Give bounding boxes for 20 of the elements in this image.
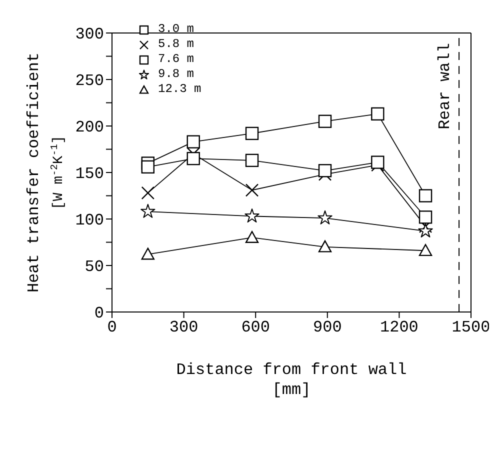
x-tick-label: 1500 (452, 318, 490, 336)
x-tick-label: 1200 (380, 318, 418, 336)
legend-label: 12.3 m (158, 82, 202, 97)
x-tick-label: 600 (241, 318, 270, 336)
y-tick-label: 150 (75, 165, 104, 184)
y-tick-label: 300 (75, 26, 104, 44)
legend-label: 5.8 m (158, 37, 194, 52)
y-tick-label: 100 (75, 212, 104, 230)
x-tick-label: 900 (312, 318, 342, 336)
ref-line-label: Rear wall (436, 43, 454, 130)
legend-label: 9.8 m (158, 67, 194, 82)
y-tick-label: 250 (75, 72, 104, 90)
legend-label: 3.0 m (158, 22, 194, 37)
y-tick-label: 0 (94, 304, 104, 323)
y-tick-label: 200 (75, 118, 104, 137)
legend-label: 7.6 m (158, 52, 194, 67)
x-tick-label: 0 (107, 318, 117, 336)
x-tick-label: 300 (169, 318, 198, 336)
y-tick-label: 50 (84, 258, 104, 276)
x-axis-title: Distance from front wall [mm] (176, 361, 407, 399)
